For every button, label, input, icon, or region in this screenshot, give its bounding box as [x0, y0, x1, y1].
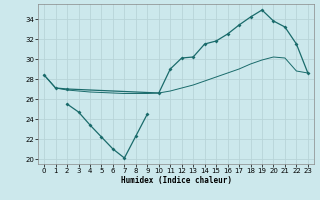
X-axis label: Humidex (Indice chaleur): Humidex (Indice chaleur)	[121, 176, 231, 185]
